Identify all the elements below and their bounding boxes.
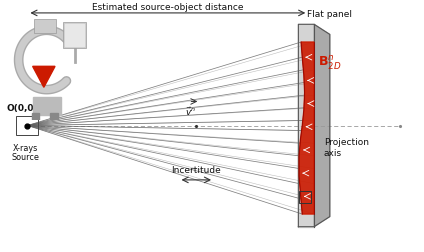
- Text: axis: axis: [324, 148, 342, 158]
- Polygon shape: [33, 98, 61, 115]
- Text: $\mathbf{B}^n_{2D}$: $\mathbf{B}^n_{2D}$: [318, 54, 341, 72]
- Bar: [17, 116, 39, 136]
- Text: $\vec{v}^n$: $\vec{v}^n$: [185, 106, 196, 118]
- Text: Incertitude: Incertitude: [171, 165, 221, 174]
- Text: O(0,0,0): O(0,0,0): [7, 103, 48, 112]
- Polygon shape: [50, 114, 58, 121]
- Polygon shape: [33, 67, 55, 88]
- Polygon shape: [64, 22, 86, 49]
- Polygon shape: [32, 114, 39, 121]
- Text: Estimated source-object distance: Estimated source-object distance: [92, 3, 243, 12]
- Text: Source: Source: [11, 152, 39, 161]
- Bar: [299, 191, 311, 203]
- Polygon shape: [65, 25, 84, 47]
- Polygon shape: [33, 19, 56, 34]
- Text: X-rays: X-rays: [13, 143, 38, 152]
- Text: Projection: Projection: [324, 137, 369, 146]
- Text: Flat panel: Flat panel: [307, 10, 352, 19]
- Polygon shape: [314, 25, 330, 227]
- Polygon shape: [298, 25, 314, 227]
- Polygon shape: [299, 43, 314, 214]
